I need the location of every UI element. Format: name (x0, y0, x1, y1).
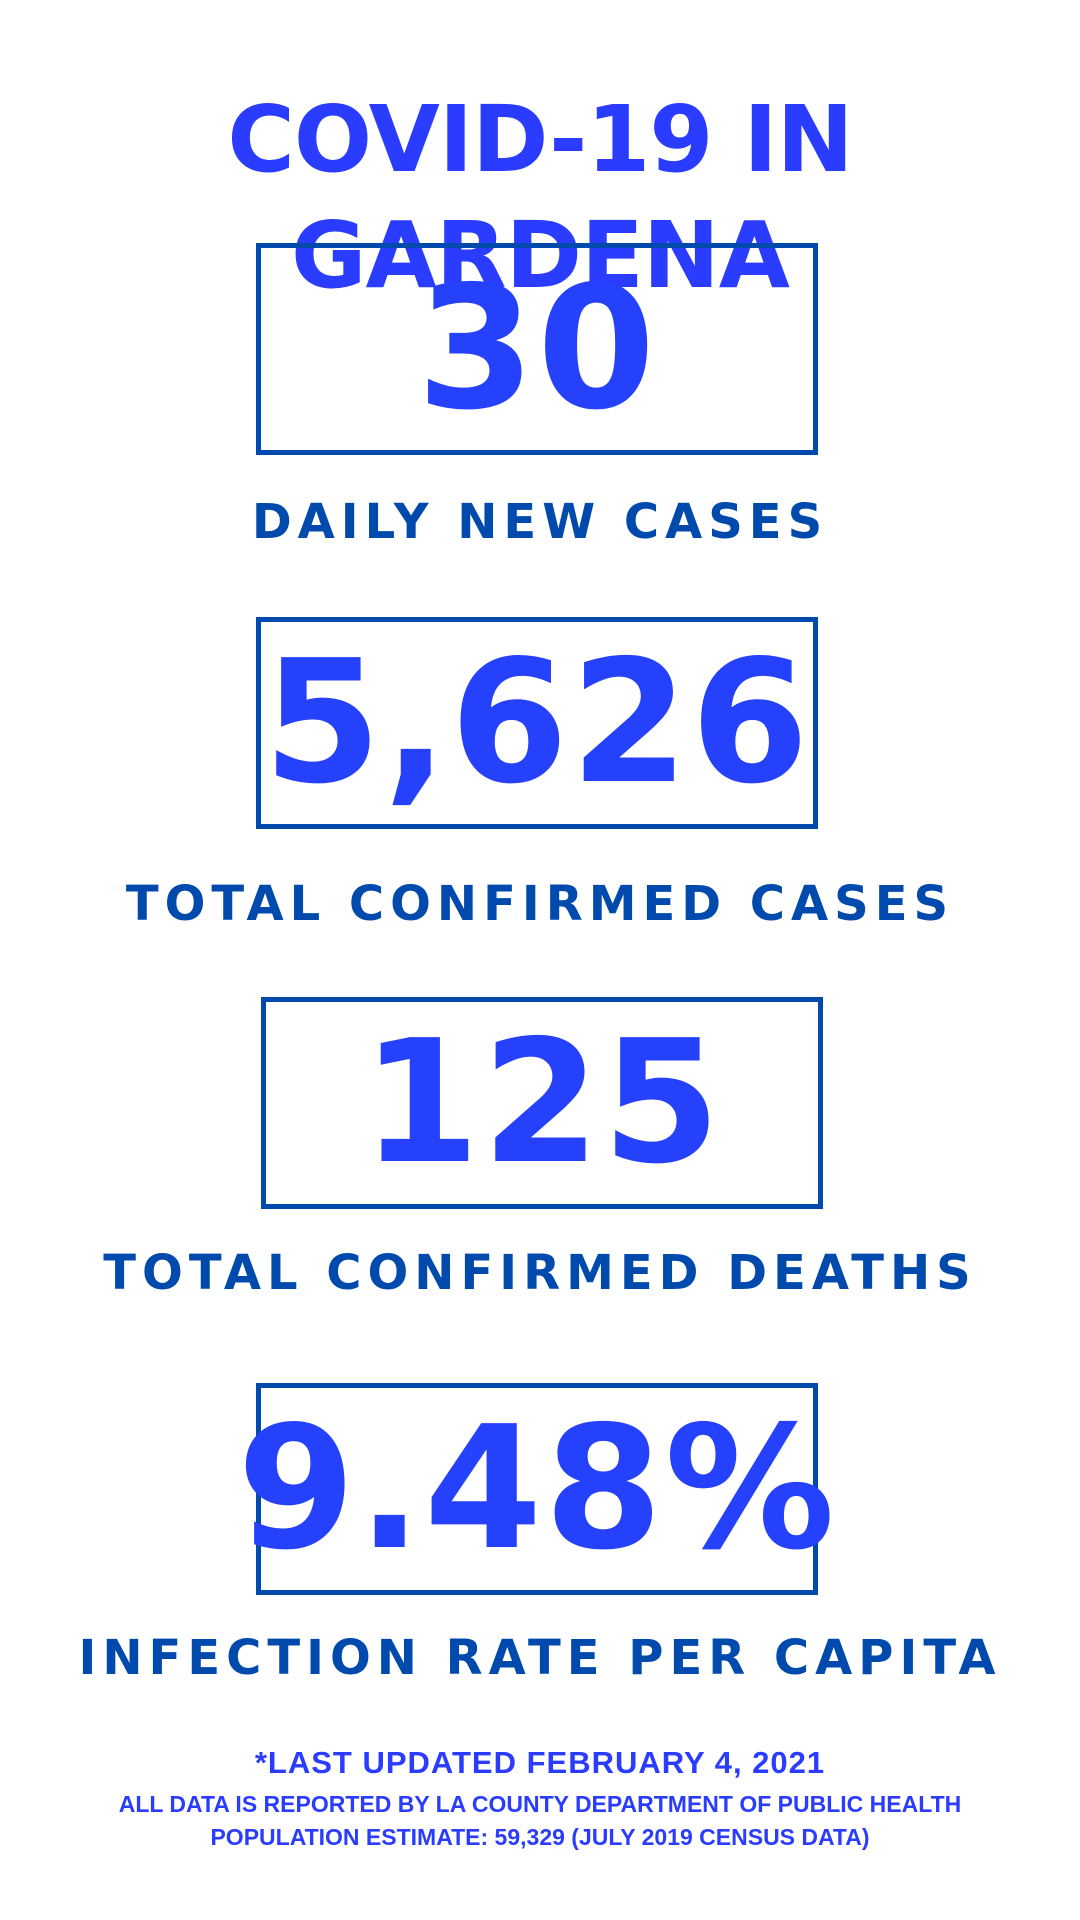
stat-box-total-confirmed-cases: 5,626 (256, 617, 818, 829)
stat-value: 125 (361, 1004, 723, 1202)
stat-box-daily-new-cases: 30 (256, 243, 818, 455)
stat-label: TOTAL CONFIRMED CASES (125, 876, 955, 932)
stat-label: INFECTION RATE PER CAPITA (78, 1630, 1002, 1686)
stat-value: 9.48% (237, 1390, 837, 1588)
stat-value: 30 (416, 250, 658, 448)
population-estimate: POPULATION ESTIMATE: 59,329 (JULY 2019 C… (210, 1824, 870, 1850)
data-source: ALL DATA IS REPORTED BY LA COUNTY DEPART… (118, 1791, 962, 1817)
stat-label: TOTAL CONFIRMED DEATHS (103, 1245, 977, 1301)
page-title: COVID-19 IN GARDENA (227, 86, 853, 309)
stat-box-infection-rate: 9.48% (237, 1383, 835, 1595)
last-updated: *LAST UPDATED FEBRUARY 4, 2021 (254, 1745, 826, 1780)
stat-box-total-confirmed-deaths: 125 (261, 997, 823, 1209)
stat-value: 5,626 (263, 624, 811, 822)
stat-label: DAILY NEW CASES (251, 494, 829, 550)
